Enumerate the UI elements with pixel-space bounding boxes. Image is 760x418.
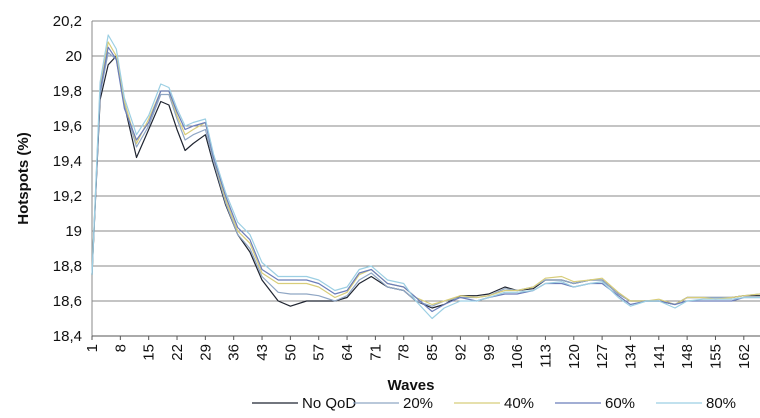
y-tick-label: 20,2 [53,13,82,30]
x-tick-label: 78 [396,344,413,361]
y-axis-title: Hotspots (%) [15,132,32,225]
y-tick-label: 19,2 [53,188,82,205]
y-tick-label: 19,4 [53,153,82,170]
x-tick-label: 71 [367,344,384,361]
x-tick-label: 50 [282,344,299,361]
x-axis-title: Waves [388,377,435,394]
x-tick-label: 127 [594,344,611,369]
legend-label: 60% [605,395,635,412]
y-tick-label: 19,6 [53,118,82,135]
x-tick-label: 64 [339,344,356,361]
gridlines [92,20,760,337]
y-tick-labels: 18,4 18,6 18,8 19 19,2 19,4 19,6 19,8 20 20,2 [53,13,82,345]
x-tick-label: 1 [84,344,101,352]
y-tick-label: 18,8 [53,258,82,275]
axes [91,21,760,337]
series-line-no-qod [91,55,760,309]
x-tick-label: 8 [112,344,129,352]
x-tick-labels: 1 8 15 22 29 36 43 50 57 64 71 78 85 92 99 106 113 120 127… [84,336,753,369]
x-tick-label: 43 [254,344,271,361]
y-tick-label: 19,8 [53,83,82,100]
x-tick-label: 141 [651,344,668,369]
x-tick-label: 162 [736,344,753,369]
x-tick-label: 22 [169,344,186,361]
x-tick-label: 99 [481,344,498,361]
legend-label: 20% [403,395,433,412]
legend-label: 80% [706,395,736,412]
legend-label: 40% [504,395,534,412]
x-tick-label: 120 [566,344,583,369]
x-tick-label: 92 [452,344,469,361]
y-tick-label: 20 [65,48,82,65]
legend: No QoD 20% 40% 60% 80% [252,395,736,412]
series-line-60- [91,46,760,313]
x-tick-label: 113 [537,344,554,368]
x-tick-label: 15 [141,344,158,361]
y-tick-label: 18,6 [53,293,82,310]
legend-label: No QoD [302,395,356,412]
x-tick-label: 134 [622,344,639,369]
x-tick-label: 148 [679,344,696,369]
x-tick-label: 155 [707,344,724,369]
x-tick-label: 29 [197,344,214,361]
x-tick-label: 106 [509,344,526,369]
series-line-80- [91,34,760,320]
series-lines [91,34,760,320]
x-tick-label: 85 [424,344,441,361]
x-tick-label: 36 [226,344,243,361]
y-tick-label: 19 [65,223,82,240]
series-line-40- [91,41,760,306]
x-tick-label: 57 [311,344,328,361]
y-tick-label: 18,4 [53,328,82,345]
